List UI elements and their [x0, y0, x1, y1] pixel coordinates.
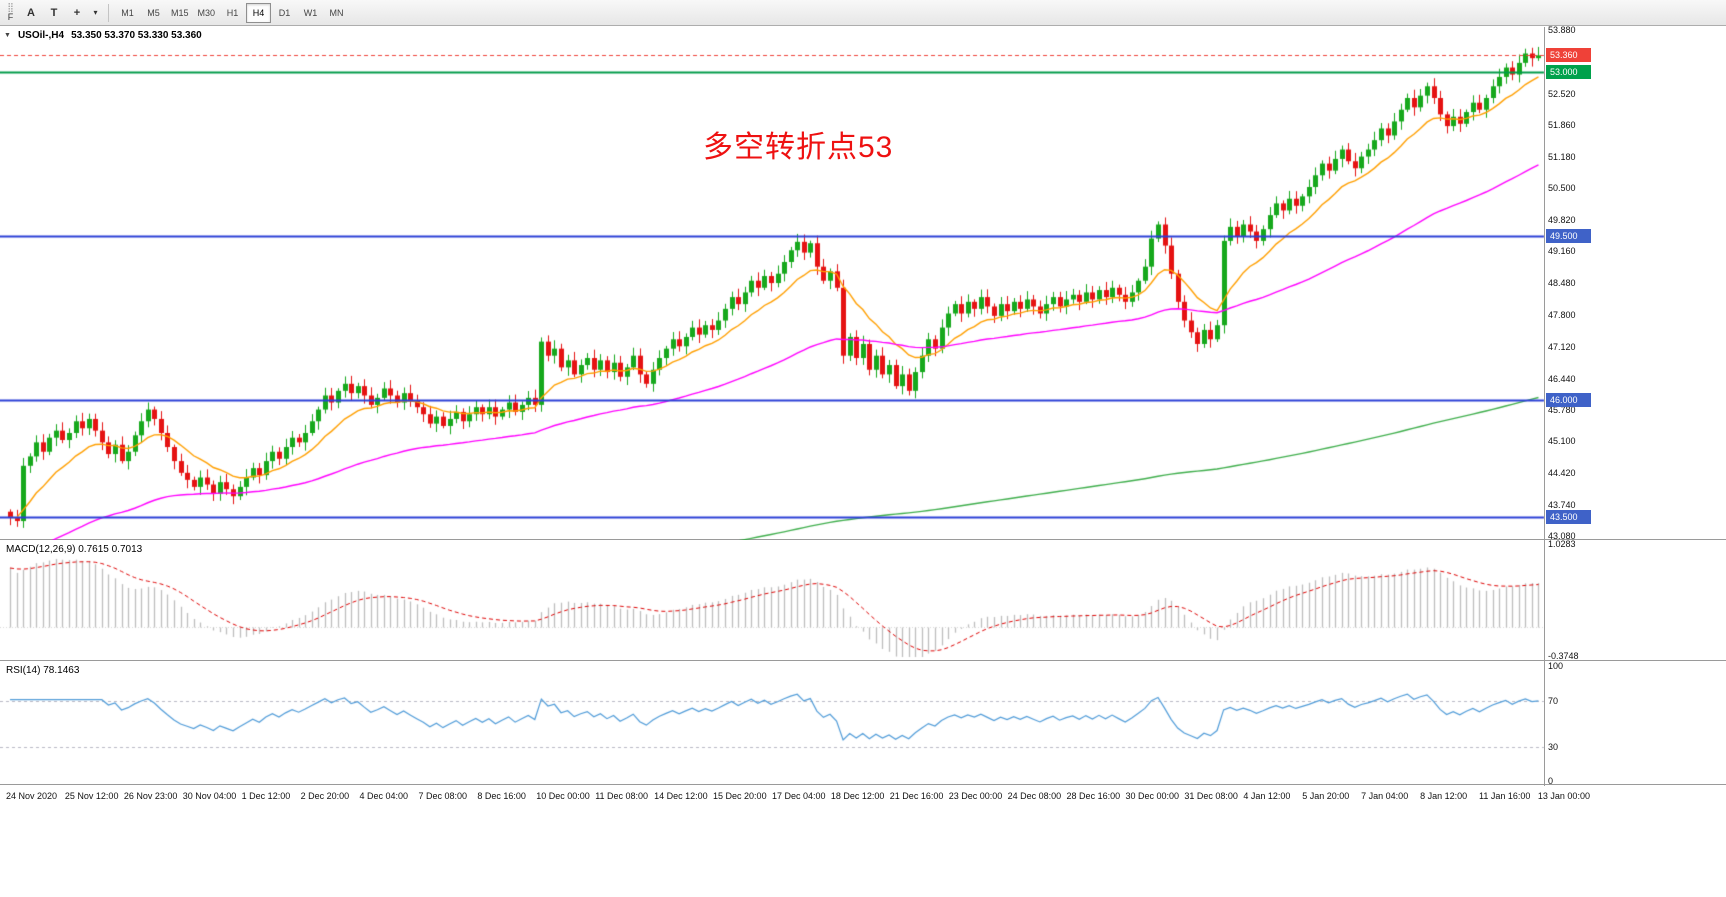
drag-handle-icon[interactable]: ⣿ [7, 2, 14, 12]
time-axis-label: 8 Dec 16:00 [477, 791, 526, 801]
time-axis[interactable]: 24 Nov 2020 25 Nov 12:00 26 Nov 23:00 30 No… [0, 786, 1726, 812]
time-axis-label: 13 Jan 00:00 [1537, 791, 1590, 801]
macd-axis-label: 1.0283 [1548, 539, 1576, 549]
axis-separator-line [1544, 27, 1545, 786]
chart-annotation-text[interactable]: 多空转折点53 [703, 131, 894, 164]
timeframe-group: M1 M5 M15 M30 H1 H4 D1 W1 MN [115, 2, 349, 23]
time-axis-label: 30 Nov 04:00 [182, 791, 237, 801]
timeframe-button-h1[interactable]: H1 [220, 3, 245, 23]
price-axis-label: 48.480 [1548, 278, 1576, 288]
time-axis-label: 10 Dec 00:00 [536, 791, 590, 801]
timeframe-button-w1[interactable]: W1 [298, 3, 323, 23]
time-axis-label: 23 Dec 00:00 [948, 791, 1003, 801]
price-axis-label: 47.800 [1548, 309, 1576, 320]
arrow-tool-button[interactable]: A [20, 3, 42, 23]
time-axis-label: 11 Dec 08:00 [595, 791, 649, 801]
price-axis-label: 45.100 [1548, 436, 1576, 447]
timeframe-button-m15[interactable]: M15 [167, 3, 193, 23]
time-axis-label: 5 Jan 20:00 [1302, 791, 1350, 801]
time-axis-label: 1 Dec 12:00 [241, 791, 291, 801]
fast-nav-label: F [7, 12, 14, 22]
price-axis-label: 44.420 [1548, 468, 1576, 479]
toolbar: ⣿ F A T + ▾ M1 M5 M15 M30 H1 H4 D1 W1 MN [0, 0, 1726, 26]
macd-indicator-label: MACD(12,26,9) 0.7615 0.7013 [6, 544, 143, 555]
toolbar-left-column: ⣿ F [2, 3, 19, 22]
macd-canvas[interactable] [0, 541, 1726, 661]
time-axis-label: 18 Dec 12:00 [830, 791, 885, 801]
rsi-axis-label: 100 [1548, 661, 1564, 671]
time-axis-label: 28 Dec 16:00 [1066, 791, 1121, 801]
price-badge: 46.000 [1546, 393, 1591, 408]
rsi-indicator-label: RSI(14) 78.1463 [6, 665, 80, 676]
time-axis-label: 17 Dec 04:00 [771, 791, 826, 801]
timeframe-button-m30[interactable]: M30 [194, 3, 220, 23]
rsi-axis-label: 0 [1548, 776, 1554, 786]
time-axis-label: 7 Dec 08:00 [418, 791, 467, 801]
price-axis-label: 45.780 [1548, 404, 1576, 415]
time-axis-label: 26 Nov 23:00 [123, 791, 178, 801]
rsi-axis-label: 70 [1548, 695, 1559, 706]
price-chart-canvas[interactable] [0, 27, 1726, 540]
toolbar-separator [108, 3, 109, 22]
price-axis-label: 46.440 [1548, 373, 1576, 384]
time-axis-label: 8 Jan 12:00 [1420, 791, 1468, 801]
macd-panel[interactable]: MACD(12,26,9) 0.7615 0.7013 1.0283 -0.374… [0, 539, 1726, 661]
macd-axis[interactable]: 1.0283 -0.3748 [1546, 539, 1724, 661]
time-axis-label: 21 Dec 16:00 [889, 791, 944, 801]
price-axis-label: 43.740 [1548, 500, 1576, 511]
caret-down-icon: ▾ [93, 8, 98, 17]
price-axis-label: 49.160 [1548, 246, 1576, 257]
time-axis-label: 11 Jan 16:00 [1479, 791, 1531, 801]
time-axis-label: 7 Jan 04:00 [1361, 791, 1409, 801]
price-axis-label: 47.120 [1548, 341, 1576, 352]
rsi-canvas[interactable] [0, 662, 1726, 785]
price-badge: 43.500 [1546, 510, 1591, 525]
cursor-dropdown-button[interactable]: ▾ [89, 3, 102, 23]
time-axis-label: 24 Nov 2020 [6, 791, 58, 801]
timeframe-button-m5[interactable]: M5 [141, 3, 166, 23]
price-axis[interactable]: 53.880 52.520 51.860 51.180 50.500 49.820 49.1… [1546, 25, 1724, 541]
price-axis-label: 49.820 [1548, 215, 1576, 226]
chart-title: ▼ USOil-,H4 53.350 53.370 53.330 53.360 [4, 30, 202, 41]
collapse-icon[interactable]: ▼ [4, 32, 11, 39]
cursor-tool-button[interactable]: + [66, 3, 88, 23]
price-axis-label: 53.880 [1548, 25, 1576, 35]
time-axis-label: 24 Dec 08:00 [1007, 791, 1062, 801]
rsi-panel[interactable]: RSI(14) 78.1463 100 70 30 0 [0, 661, 1726, 786]
time-axis-label: 4 Jan 12:00 [1243, 791, 1291, 801]
timeframe-button-h4[interactable]: H4 [246, 2, 272, 23]
symbol-timeframe-label: USOil-,H4 [17, 30, 65, 41]
time-axis-label: 2 Dec 20:00 [300, 791, 350, 801]
price-axis-label: 50.500 [1548, 183, 1576, 194]
crosshair-icon: + [73, 6, 81, 19]
price-badge: 53.000 [1546, 65, 1591, 80]
timeframe-button-m1[interactable]: M1 [115, 3, 140, 23]
time-axis-label: 14 Dec 12:00 [654, 791, 708, 801]
price-badge: 53.360 [1546, 48, 1591, 63]
time-axis-label: 25 Nov 12:00 [64, 791, 119, 801]
timeframe-button-mn[interactable]: MN [324, 3, 349, 23]
macd-axis-label: -0.3748 [1548, 651, 1579, 661]
main-chart-panel[interactable]: ▼ USOil-,H4 53.350 53.370 53.330 53.360 … [0, 25, 1726, 541]
price-badge: 49.500 [1546, 229, 1591, 244]
ohlc-values: 53.350 53.370 53.330 53.360 [71, 30, 202, 41]
timeframe-button-d1[interactable]: D1 [272, 3, 297, 23]
time-axis-label: 30 Dec 00:00 [1125, 791, 1180, 801]
rsi-axis-label: 30 [1548, 741, 1559, 752]
time-axis-label: 31 Dec 08:00 [1184, 791, 1238, 801]
time-axis-label: 4 Dec 04:00 [359, 791, 409, 801]
price-axis-label: 43.080 [1548, 531, 1576, 541]
price-axis-label: 51.180 [1548, 151, 1576, 162]
text-tool-button[interactable]: T [43, 3, 65, 23]
rsi-axis[interactable]: 100 70 30 0 [1546, 661, 1724, 786]
price-axis-label: 52.520 [1548, 88, 1576, 99]
price-axis-label: 51.860 [1548, 119, 1576, 130]
time-axis-label: 15 Dec 20:00 [713, 791, 767, 801]
